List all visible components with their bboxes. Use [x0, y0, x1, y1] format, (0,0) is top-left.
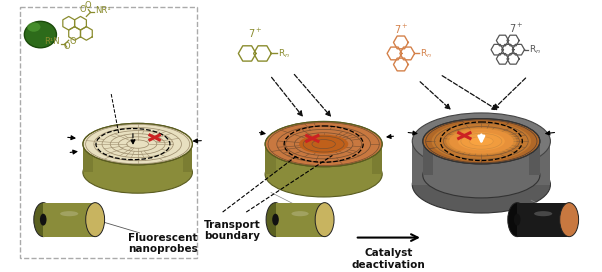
- Ellipse shape: [458, 132, 504, 150]
- Text: NR¹: NR¹: [95, 6, 111, 15]
- Ellipse shape: [85, 203, 105, 237]
- Text: 7$^+$: 7$^+$: [247, 26, 262, 39]
- Ellipse shape: [423, 153, 540, 198]
- Text: O: O: [79, 5, 86, 14]
- Text: 7$^+$: 7$^+$: [394, 23, 408, 36]
- Text: O: O: [64, 42, 70, 51]
- Polygon shape: [412, 141, 550, 185]
- Ellipse shape: [34, 203, 52, 237]
- Ellipse shape: [412, 156, 550, 213]
- Ellipse shape: [60, 211, 78, 216]
- Ellipse shape: [423, 119, 540, 164]
- Polygon shape: [83, 144, 93, 172]
- Ellipse shape: [266, 203, 285, 237]
- Ellipse shape: [83, 152, 193, 193]
- Polygon shape: [423, 141, 540, 175]
- Ellipse shape: [24, 21, 57, 48]
- Ellipse shape: [412, 113, 550, 169]
- Ellipse shape: [299, 135, 348, 154]
- Polygon shape: [371, 144, 382, 174]
- Ellipse shape: [291, 211, 309, 216]
- Polygon shape: [43, 203, 95, 237]
- Ellipse shape: [446, 128, 517, 155]
- Ellipse shape: [315, 203, 334, 237]
- Ellipse shape: [514, 214, 521, 225]
- Polygon shape: [265, 144, 276, 174]
- Text: Transport
boundary: Transport boundary: [203, 220, 261, 241]
- Text: R$_n$: R$_n$: [278, 47, 290, 60]
- Text: O: O: [69, 37, 76, 46]
- Polygon shape: [276, 203, 324, 237]
- Ellipse shape: [265, 121, 382, 167]
- Text: Catalyst
deactivation: Catalyst deactivation: [352, 248, 426, 270]
- Polygon shape: [517, 203, 569, 237]
- Ellipse shape: [27, 22, 40, 32]
- Text: R$_n$: R$_n$: [529, 44, 541, 56]
- Ellipse shape: [83, 123, 193, 165]
- Ellipse shape: [560, 203, 579, 237]
- Ellipse shape: [534, 211, 552, 216]
- Polygon shape: [529, 141, 540, 175]
- Ellipse shape: [449, 129, 514, 154]
- Ellipse shape: [432, 122, 531, 160]
- Polygon shape: [265, 144, 382, 174]
- Polygon shape: [182, 144, 193, 172]
- Ellipse shape: [265, 152, 382, 197]
- Polygon shape: [423, 141, 433, 175]
- Ellipse shape: [40, 214, 46, 225]
- Ellipse shape: [470, 137, 493, 146]
- Text: Fluorescent
nanoprobes: Fluorescent nanoprobes: [128, 233, 198, 254]
- Ellipse shape: [507, 203, 527, 237]
- Ellipse shape: [272, 214, 279, 225]
- Polygon shape: [83, 144, 193, 172]
- Text: 7$^+$: 7$^+$: [509, 22, 523, 35]
- Text: R$_n$: R$_n$: [420, 47, 432, 60]
- Text: R¹N: R¹N: [45, 37, 60, 46]
- Text: O: O: [85, 1, 92, 10]
